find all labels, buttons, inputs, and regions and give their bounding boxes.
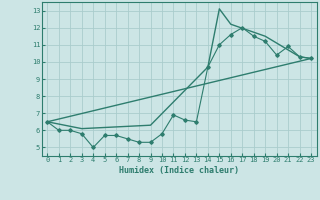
X-axis label: Humidex (Indice chaleur): Humidex (Indice chaleur) <box>119 166 239 175</box>
